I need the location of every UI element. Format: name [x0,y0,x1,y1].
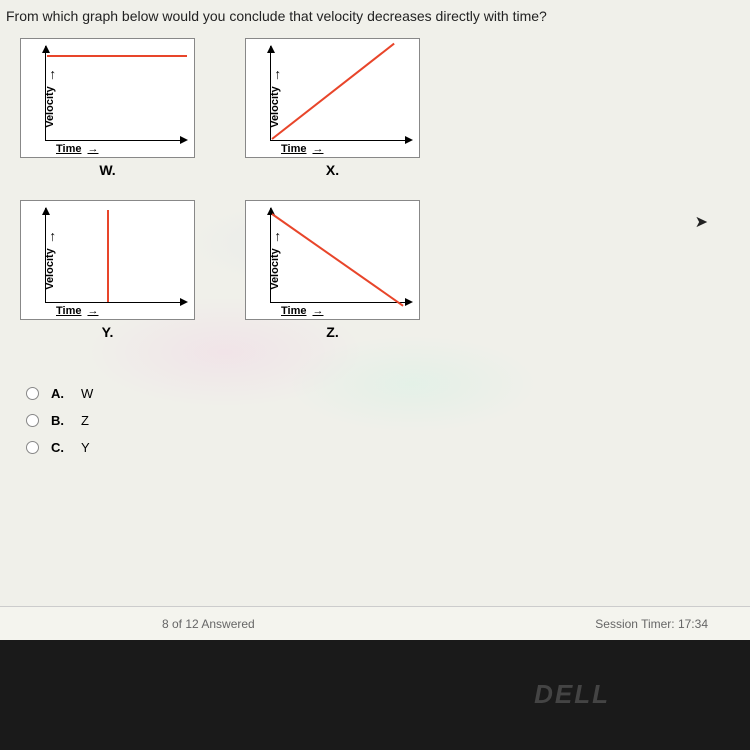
question-text: From which graph below would you conclud… [0,0,750,32]
x-axis [45,140,185,141]
x-arrow-icon [180,298,188,306]
x-axis-label: Time→ [281,305,323,317]
option-letter: C. [51,440,69,455]
option-value: W [81,386,93,401]
x-axis [270,302,410,303]
option-letter: B. [51,413,69,428]
progress-text: 8 of 12 Answered [12,617,595,631]
radio-icon[interactable] [26,414,39,427]
chart-W-box: Velocity→ Time→ [20,38,195,158]
answer-options: A. W B. Z C. Y [0,368,750,473]
x-axis [45,302,185,303]
radio-icon[interactable] [26,441,39,454]
chart-X-line [271,43,394,140]
chart-W-label: W. [20,162,195,178]
option-B[interactable]: B. Z [26,413,724,428]
y-axis-label: Velocity→ [267,68,283,128]
chart-Y-line [107,210,109,302]
option-C[interactable]: C. Y [26,440,724,455]
charts-area: Velocity→ Time→ W. Velocity→ Time→ [0,32,750,368]
y-axis-label: Velocity→ [42,230,58,290]
radio-icon[interactable] [26,387,39,400]
x-arrow-icon [405,136,413,144]
chart-Z-label: Z. [245,324,420,340]
session-timer: Session Timer: 17:34 [595,617,738,631]
x-axis-label: Time→ [56,143,98,155]
y-axis-label: Velocity→ [42,68,58,128]
y-arrow-icon [42,45,50,53]
chart-Y: Velocity→ Time→ Y. [20,200,195,340]
option-A[interactable]: A. W [26,386,724,401]
cursor-icon: ➤ [695,212,708,232]
y-arrow-icon [42,207,50,215]
chart-row-1: Velocity→ Time→ W. Velocity→ Time→ [20,38,730,178]
x-axis-label: Time→ [56,305,98,317]
x-arrow-icon [180,136,188,144]
chart-Y-label: Y. [20,324,195,340]
dell-logo: DELL [534,679,610,710]
option-value: Y [81,440,90,455]
option-letter: A. [51,386,69,401]
chart-Z-line [271,213,403,306]
option-value: Z [81,413,89,428]
chart-W: Velocity→ Time→ W. [20,38,195,178]
x-axis [270,140,410,141]
laptop-screen: From which graph below would you conclud… [0,0,750,750]
y-arrow-icon [267,45,275,53]
chart-Y-box: Velocity→ Time→ [20,200,195,320]
chart-X-label: X. [245,162,420,178]
x-arrow-icon [405,298,413,306]
chart-X-box: Velocity→ Time→ [245,38,420,158]
y-axis-label: Velocity→ [267,230,283,290]
chart-X: Velocity→ Time→ X. [245,38,420,178]
chart-row-2: Velocity→ Time→ Y. Velocity→ Time→ [20,200,730,340]
chart-Z: Velocity→ Time→ Z. [245,200,420,340]
chart-Z-box: Velocity→ Time→ [245,200,420,320]
status-bar: 8 of 12 Answered Session Timer: 17:34 [0,606,750,640]
quiz-window: From which graph below would you conclud… [0,0,750,640]
x-axis-label: Time→ [281,143,323,155]
chart-W-line [47,55,187,57]
